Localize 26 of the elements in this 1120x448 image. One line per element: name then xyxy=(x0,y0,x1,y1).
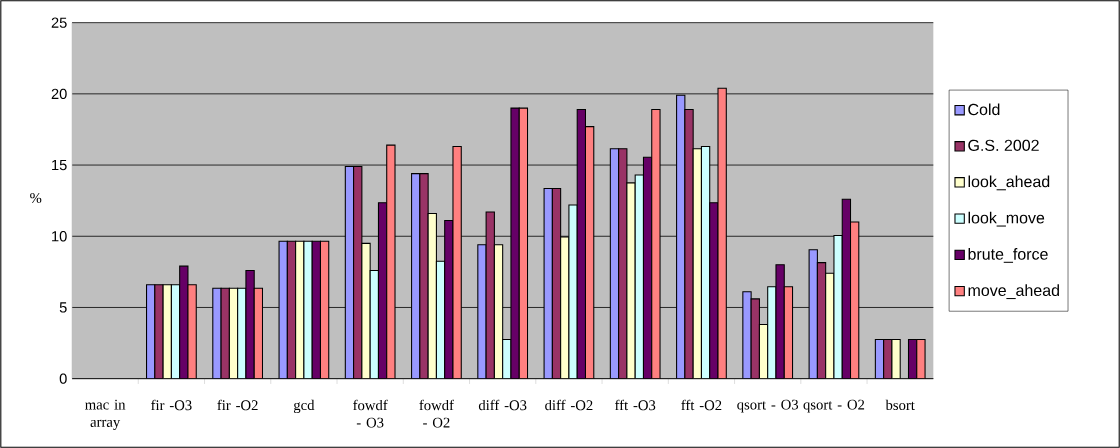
x-tick-label: gcd xyxy=(293,399,315,414)
x-tick-label: fft -O2 xyxy=(681,399,722,411)
x-tick-label: bsort xyxy=(885,399,915,411)
x-tick-label: fowdf - O3 xyxy=(353,399,388,428)
legend-label: look_ahead xyxy=(968,175,1050,191)
y-tick-label: 20 xyxy=(51,88,67,100)
legend-label: Cold xyxy=(968,103,1000,116)
legend-label: brute_force xyxy=(968,248,1048,263)
legend-label: G.S. 2002 xyxy=(968,139,1039,151)
x-tick-label: mac in array xyxy=(85,399,126,430)
x-tick-label: fowdf - O2 xyxy=(419,399,454,428)
x-tick-label: fft -O3 xyxy=(615,399,656,411)
x-tick-label: diff -O3 xyxy=(478,399,527,411)
y-axis-title: % xyxy=(30,193,42,203)
y-tick-label: 25 xyxy=(51,17,67,28)
legend-label: move_ahead xyxy=(968,284,1059,300)
x-tick-label: diff -O2 xyxy=(545,399,593,411)
x-tick-label: fir -O2 xyxy=(217,399,258,411)
y-tick-label: 10 xyxy=(52,231,67,242)
x-tick-label: qsort - O2 xyxy=(803,399,865,413)
y-tick-label: 15 xyxy=(52,159,67,171)
x-tick-label: fir -O3 xyxy=(151,399,192,411)
y-tick-label: 5 xyxy=(59,302,67,313)
x-tick-label: qsort - O3 xyxy=(737,399,799,413)
y-tick-label: 0 xyxy=(59,373,67,384)
legend-label: look_move xyxy=(968,211,1045,227)
